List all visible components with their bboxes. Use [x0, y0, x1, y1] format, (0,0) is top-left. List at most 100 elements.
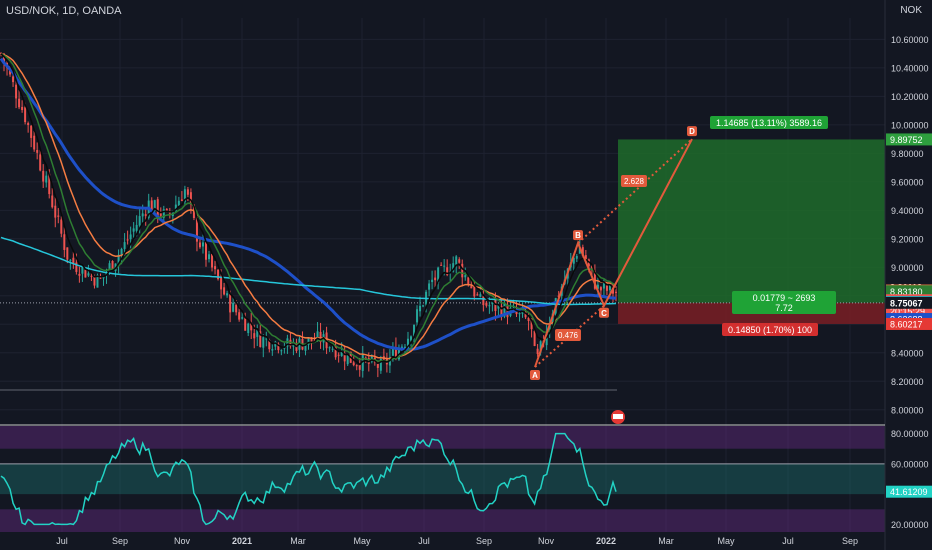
- candle-body: [238, 312, 241, 320]
- candle-body: [153, 200, 156, 211]
- candle-body: [66, 247, 69, 260]
- candle-body: [406, 338, 409, 350]
- candle-body: [241, 317, 244, 319]
- candle-body: [533, 331, 536, 346]
- candle-body: [186, 189, 189, 195]
- candle-body: [491, 301, 494, 305]
- candle-body: [90, 275, 93, 277]
- candle-body: [391, 348, 394, 356]
- candle-body: [262, 337, 265, 348]
- currency-unit: NOK: [900, 5, 922, 16]
- candle-body: [265, 338, 268, 340]
- candle-body: [141, 213, 144, 217]
- profit-zone: [618, 139, 885, 303]
- candle-body: [521, 310, 524, 314]
- candle-body: [57, 215, 60, 217]
- candle-body: [527, 317, 530, 322]
- x-tick-label: Sep: [476, 536, 492, 546]
- ma-cyan-line: [0, 236, 617, 306]
- price-label: 8.83180: [890, 287, 923, 297]
- rsi-overbought-band: [0, 426, 885, 449]
- candle-body: [135, 224, 138, 231]
- candle-body: [280, 350, 283, 352]
- price-label-bg: [886, 317, 932, 330]
- candle-body: [355, 365, 358, 367]
- rsi-current-value: 41.61209: [890, 487, 928, 497]
- candle-body: [428, 283, 431, 290]
- y-tick-label: 9.00000: [891, 263, 924, 273]
- y-tick-label: 10.40000: [891, 63, 929, 73]
- rsi-pane: [0, 426, 885, 532]
- ma-green-line: [0, 53, 617, 363]
- candle-body: [274, 341, 277, 347]
- candle-body: [340, 350, 343, 356]
- candle-body: [69, 259, 72, 261]
- candle-body: [479, 294, 482, 297]
- center-label-1: 0.01779 ~ 2693: [753, 293, 816, 303]
- candle-body: [461, 263, 464, 278]
- candle-body: [596, 284, 599, 289]
- candle-body: [117, 254, 120, 265]
- pattern-point-a: [530, 370, 540, 381]
- candle-body: [608, 284, 611, 291]
- y-tick-label: 10.00000: [891, 120, 929, 130]
- candle-body: [346, 354, 349, 365]
- candle-body: [286, 338, 289, 347]
- y-tick-label: 10.20000: [891, 92, 929, 102]
- stop-label: 0.14850 (1.70%) 100: [728, 325, 812, 335]
- candle-body: [201, 242, 204, 247]
- y-tick-label: 9.80000: [891, 149, 924, 159]
- candle-body: [195, 216, 198, 242]
- candle-body: [123, 242, 126, 249]
- candle-body: [81, 266, 84, 274]
- rsi-line: [0, 432, 617, 526]
- pattern-point-b: [573, 230, 583, 241]
- pattern-bd-dotted: [577, 138, 693, 244]
- candle-body: [3, 53, 6, 63]
- candle-body: [177, 200, 180, 207]
- candle-body: [572, 257, 575, 264]
- price-label-bg: [886, 296, 932, 309]
- center-label-bg: [732, 291, 836, 314]
- pattern-ratio: 0.476: [558, 331, 579, 340]
- candle-body: [319, 331, 322, 342]
- candle-body: [422, 305, 425, 307]
- flag-icon-inner: [613, 414, 623, 419]
- moving-averages: [0, 53, 617, 366]
- candle-body: [33, 135, 36, 150]
- candle-body: [226, 293, 229, 296]
- candle-body: [331, 348, 334, 350]
- x-tick-label: Jul: [418, 536, 430, 546]
- rsi-oversold-band: [0, 509, 885, 532]
- candle-body: [72, 257, 75, 265]
- candle-body: [84, 269, 87, 278]
- candle-body: [208, 254, 211, 260]
- candle-body: [150, 200, 153, 211]
- candle-body: [24, 107, 27, 123]
- candle-body: [253, 333, 256, 339]
- candle-body: [500, 305, 503, 318]
- candle-body: [168, 211, 171, 214]
- price-label: 8.75067: [890, 298, 923, 308]
- candle-body: [180, 199, 183, 201]
- pattern-point-label: A: [532, 371, 538, 380]
- x-tick-label: Sep: [112, 536, 128, 546]
- candle-body: [581, 247, 584, 257]
- candle-body: [217, 269, 220, 280]
- candle-body: [452, 263, 455, 272]
- candle-body: [536, 348, 539, 354]
- candle-body: [96, 275, 99, 288]
- candle-body: [48, 173, 51, 195]
- candle-body: [584, 255, 587, 262]
- candle-body: [316, 331, 319, 340]
- candle-body: [379, 358, 382, 371]
- chart-title: USD/NOK, 1D, OANDA: [6, 5, 122, 17]
- target-label-bg: [710, 116, 828, 129]
- x-tick-label: May: [353, 536, 371, 546]
- candle-body: [159, 213, 162, 216]
- candle-body: [211, 253, 214, 268]
- candle-body: [473, 285, 476, 297]
- y-tick-label: 9.60000: [891, 177, 924, 187]
- candle-body: [403, 346, 406, 349]
